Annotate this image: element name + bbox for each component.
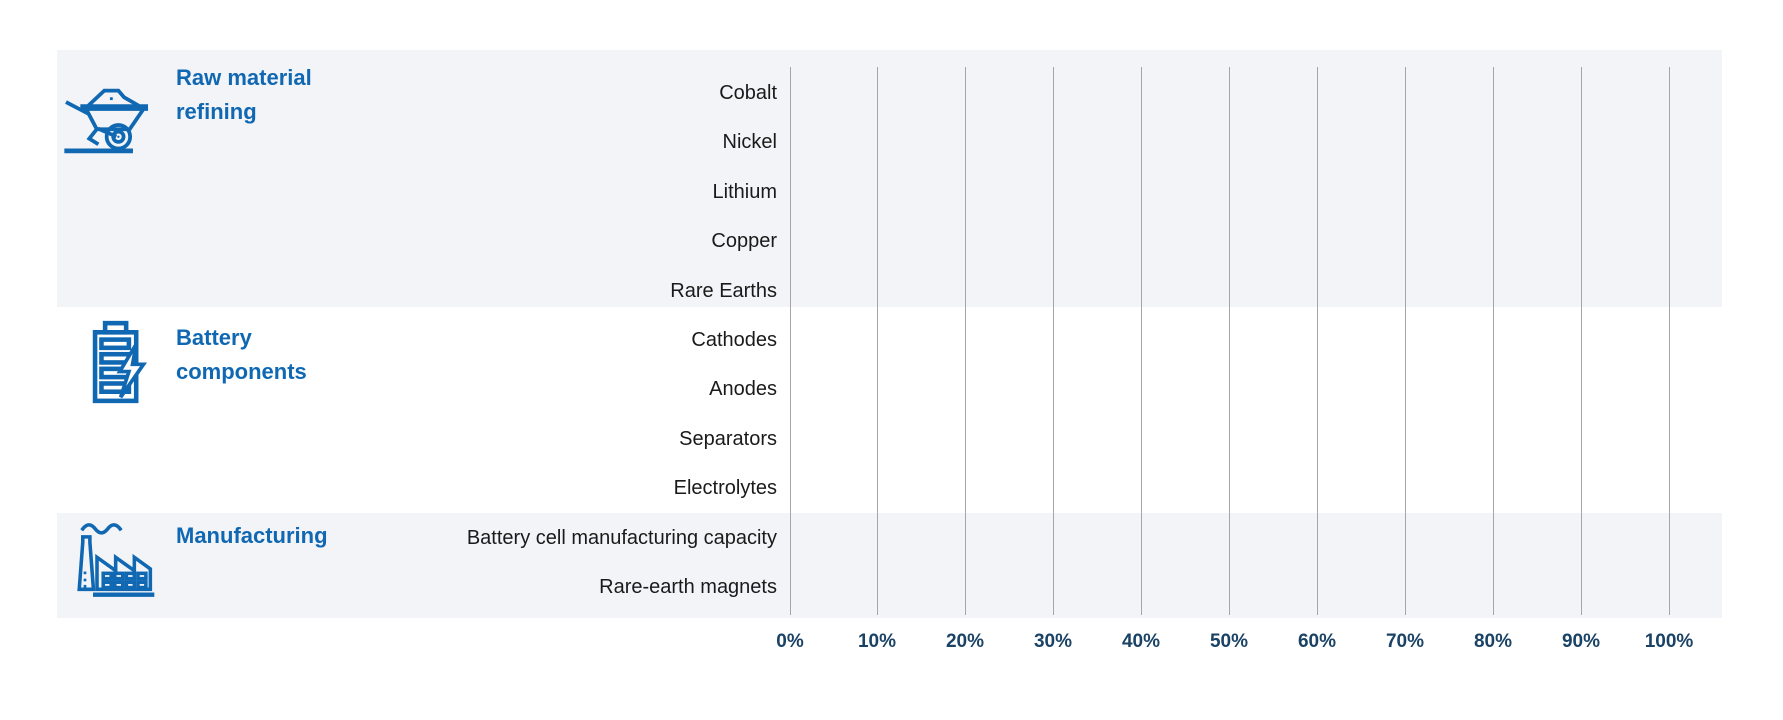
factory-icon [68, 520, 158, 600]
band-raw-material-refining [57, 50, 1722, 307]
row-label-rare-earth-magnets: Rare-earth magnets [599, 576, 777, 598]
x-tick-label-80%: 80% [1473, 631, 1513, 652]
row-label-battery-cell-manufacturing-capacity: Battery cell manufacturing capacity [466, 527, 777, 549]
x-tick-label-0%: 0% [776, 631, 804, 652]
row-label-copper: Copper [711, 230, 777, 252]
x-tick-label-40%: 40% [1121, 631, 1161, 652]
gridline-50% [1229, 67, 1230, 615]
x-tick-label-20%: 20% [945, 631, 985, 652]
gridline-60% [1317, 67, 1318, 615]
row-label-cobalt: Cobalt [719, 82, 777, 104]
x-tick-label-10%: 10% [857, 631, 897, 652]
gridline-0% [790, 67, 791, 615]
gridline-70% [1405, 67, 1406, 615]
x-tick-label-100%: 100% [1644, 631, 1694, 652]
gridline-20% [965, 67, 966, 615]
gridline-100% [1669, 67, 1670, 615]
gridline-80% [1493, 67, 1494, 615]
x-tick-label-60%: 60% [1297, 631, 1337, 652]
band-manufacturing [57, 513, 1722, 618]
row-label-electrolytes: Electrolytes [673, 477, 777, 499]
x-tick-label-70%: 70% [1385, 631, 1425, 652]
row-label-nickel: Nickel [722, 131, 777, 153]
row-label-cathodes: Cathodes [691, 329, 777, 351]
row-label-rare-earths: Rare Earths [670, 280, 777, 302]
gridline-90% [1581, 67, 1582, 615]
row-label-lithium: Lithium [712, 181, 777, 203]
row-label-separators: Separators [679, 428, 777, 450]
gridline-10% [877, 67, 878, 615]
x-tick-label-90%: 90% [1561, 631, 1601, 652]
gridline-40% [1141, 67, 1142, 615]
battery-icon [85, 317, 149, 407]
x-tick-label-50%: 50% [1209, 631, 1249, 652]
row-label-anodes: Anodes [709, 378, 777, 400]
band-battery-components [57, 307, 1722, 513]
wheelbarrow-icon [62, 79, 156, 155]
group-header-raw-material-refining: Raw material refining [176, 65, 312, 124]
gridline-30% [1053, 67, 1054, 615]
x-tick-label-30%: 30% [1033, 631, 1073, 652]
group-header-battery-components: Battery components [176, 325, 307, 384]
group-header-manufacturing: Manufacturing [176, 523, 328, 548]
